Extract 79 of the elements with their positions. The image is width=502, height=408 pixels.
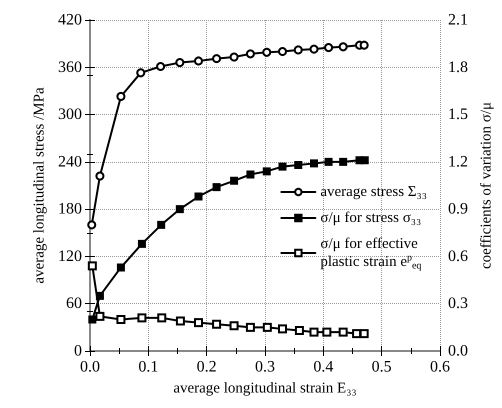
point	[116, 92, 126, 101]
point	[262, 167, 271, 176]
y2-tick-label: 1.8	[448, 58, 468, 76]
point	[338, 328, 348, 337]
point	[116, 314, 126, 324]
y-tick-label: 240	[58, 153, 82, 170]
point	[246, 170, 254, 178]
point	[212, 54, 222, 64]
point	[87, 220, 96, 230]
point	[194, 56, 203, 66]
point	[138, 240, 146, 248]
point	[310, 44, 318, 54]
point	[157, 220, 166, 229]
point	[278, 324, 287, 334]
y2-tick-label: 1.5	[448, 106, 468, 124]
point	[194, 318, 203, 328]
point	[175, 58, 184, 68]
y-tick-label: 0	[74, 342, 82, 360]
point	[230, 321, 239, 330]
x-axis-title: average longitudinal strain E₃₃	[173, 380, 357, 396]
point	[294, 161, 302, 170]
x-tick-label: 0.3	[255, 358, 275, 376]
y2-tick-label: 1.2	[448, 153, 468, 170]
point	[137, 313, 146, 322]
y-tick-label: 360	[58, 58, 82, 76]
point	[230, 176, 238, 185]
y2-tick-label: 0.9	[448, 200, 468, 218]
point	[262, 322, 272, 332]
point	[338, 42, 348, 52]
point	[322, 328, 332, 337]
point	[294, 45, 303, 54]
point	[339, 158, 348, 166]
x-tick-label: 0.6	[430, 358, 450, 376]
y-tick-label: 60	[66, 295, 82, 312]
point	[96, 292, 104, 300]
legend-label: σ/μ for stress σ₃₃	[320, 210, 422, 226]
point	[310, 159, 318, 168]
y2-tick-label: 0.6	[448, 248, 468, 265]
point	[95, 172, 104, 181]
legend-label: average stress Σ₃₃	[320, 184, 428, 200]
point	[246, 49, 255, 58]
y-tick-label: 180	[58, 200, 82, 218]
y-tick-label: 120	[58, 248, 82, 265]
y-axis-title: average longitudinal stress /MPa	[32, 87, 48, 284]
point	[324, 158, 333, 166]
x-tick-label: 0.1	[138, 358, 158, 376]
x-tick-label: 0.5	[372, 358, 392, 376]
point	[246, 322, 255, 332]
point	[136, 68, 146, 78]
point	[88, 315, 96, 324]
y2-axis-title: coefficients of variation σ/μ	[478, 102, 494, 270]
point	[360, 40, 369, 50]
y2-tick-label: 0.0	[448, 342, 468, 360]
point	[310, 328, 318, 337]
point	[262, 48, 272, 57]
point	[194, 192, 202, 201]
y-tick-label: 420	[58, 12, 82, 28]
point	[212, 320, 222, 329]
point	[230, 52, 239, 62]
point	[294, 326, 304, 336]
point	[88, 261, 97, 270]
x-tick-label: 0.4	[313, 358, 334, 376]
point	[157, 313, 166, 322]
point	[278, 47, 287, 56]
y2-tick-label: 2.1	[448, 12, 468, 28]
point	[360, 156, 369, 164]
point	[176, 205, 184, 214]
y2-tick-label: 0.3	[448, 295, 468, 312]
point	[176, 316, 185, 326]
point	[156, 62, 166, 71]
x-tick-label: 0.2	[196, 358, 217, 376]
point	[95, 312, 104, 321]
point	[278, 162, 286, 171]
point	[116, 263, 125, 272]
y-tick-label: 300	[58, 106, 82, 124]
point	[212, 183, 221, 192]
x-tick-label: 0.0	[80, 358, 100, 376]
point	[360, 329, 369, 338]
point	[324, 43, 334, 52]
